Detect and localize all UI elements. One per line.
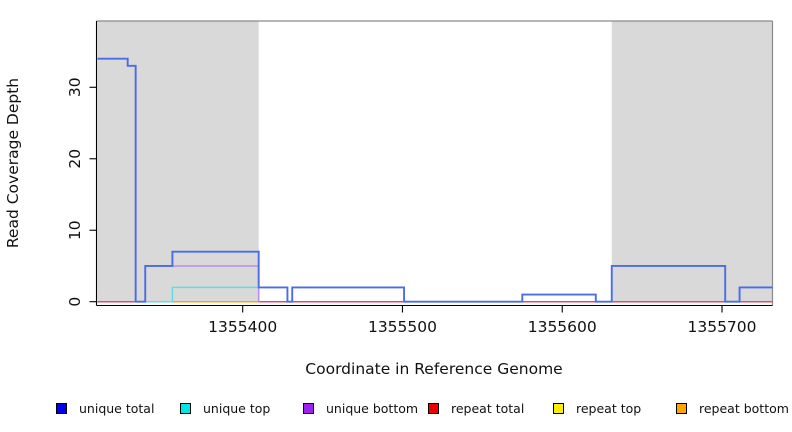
legend-swatch-repeat-top — [553, 402, 564, 414]
legend-item-repeat-bottom: repeat bottom — [676, 398, 789, 418]
legend-label-unique-top: unique top — [203, 400, 271, 416]
x-tick-label: 1355600 — [528, 318, 597, 336]
coverage-plot: 0 10 20 30 1355400 1355500 1355600 1355700 — [66, 20, 774, 336]
legend-label-repeat-top: repeat top — [576, 400, 642, 416]
legend-item-repeat-total: repeat total — [428, 398, 524, 418]
shaded-region — [97, 21, 259, 302]
legend-label-repeat-bottom: repeat bottom — [699, 400, 789, 416]
legend-item-repeat-top: repeat top — [553, 398, 641, 418]
y-tick-label: 0 — [66, 297, 84, 307]
legend-swatch-unique-top — [180, 402, 191, 414]
legend-swatch-unique-total — [56, 402, 67, 414]
x-tick-label: 1355500 — [368, 318, 437, 336]
legend-swatch-repeat-total — [428, 402, 439, 414]
y-tick-label: 20 — [66, 149, 84, 169]
shaded-region — [611, 21, 773, 302]
legend-label-unique-bottom: unique bottom — [326, 400, 419, 416]
x-tick-label: 1355400 — [208, 318, 277, 336]
legend-item-unique-top: unique top — [180, 398, 270, 418]
x-tick-label: 1355700 — [687, 318, 756, 336]
legend-item-unique-total: unique total — [56, 398, 154, 418]
x-axis-label: Coordinate in Reference Genome — [305, 360, 563, 378]
legend-swatch-repeat-bottom — [676, 402, 687, 414]
y-tick-label: 10 — [66, 220, 84, 240]
y-axis-label: Read Coverage Depth — [4, 77, 22, 249]
legend-label-unique-total: unique total — [79, 400, 155, 416]
legend: unique total unique top unique bottom repea… — [0, 398, 792, 422]
series-unique-total-line — [97, 57, 773, 303]
legend-label-repeat-total: repeat total — [451, 400, 525, 416]
y-tick-label: 30 — [66, 77, 84, 97]
legend-item-unique-bottom: unique bottom — [303, 398, 418, 418]
legend-swatch-unique-bottom — [303, 402, 314, 414]
